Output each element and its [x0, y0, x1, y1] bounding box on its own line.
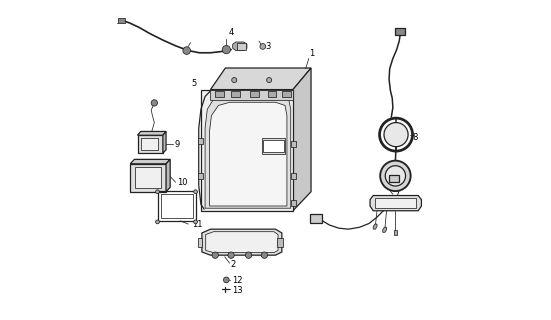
Text: 12: 12 [232, 276, 242, 285]
Circle shape [183, 47, 191, 54]
Polygon shape [293, 68, 311, 211]
Text: 2: 2 [230, 260, 235, 268]
Circle shape [151, 100, 158, 106]
Circle shape [261, 252, 268, 258]
Text: 7: 7 [395, 190, 400, 199]
Text: 4: 4 [229, 28, 234, 37]
Bar [158, 191, 196, 221]
Polygon shape [201, 90, 293, 211]
Polygon shape [233, 42, 247, 51]
Circle shape [380, 161, 410, 191]
Polygon shape [138, 132, 166, 135]
Bar [161, 194, 193, 218]
Circle shape [232, 77, 237, 83]
Polygon shape [393, 230, 397, 235]
Text: 9: 9 [175, 140, 180, 148]
Circle shape [260, 44, 266, 49]
Polygon shape [138, 135, 163, 153]
Bar [263, 140, 284, 152]
Polygon shape [166, 159, 170, 192]
Circle shape [267, 77, 272, 83]
Circle shape [193, 220, 197, 224]
Circle shape [384, 123, 408, 147]
Bar [237, 43, 246, 50]
Bar [118, 18, 125, 23]
Bar [136, 167, 161, 188]
Polygon shape [383, 227, 387, 232]
Circle shape [222, 45, 230, 54]
Circle shape [245, 252, 252, 258]
Bar [277, 238, 283, 247]
Polygon shape [163, 132, 166, 153]
Polygon shape [130, 164, 166, 192]
Bar [210, 90, 293, 100]
Polygon shape [291, 200, 296, 206]
Bar [250, 91, 259, 97]
Circle shape [212, 252, 218, 258]
Polygon shape [209, 102, 287, 206]
Circle shape [193, 190, 197, 194]
Circle shape [228, 252, 234, 258]
Polygon shape [373, 224, 377, 229]
Polygon shape [210, 68, 311, 90]
Text: 10: 10 [177, 178, 188, 187]
Text: 1: 1 [310, 49, 315, 58]
Bar [141, 138, 158, 150]
Polygon shape [198, 173, 203, 179]
Bar [375, 198, 416, 208]
Polygon shape [291, 141, 296, 147]
Polygon shape [198, 238, 202, 247]
Circle shape [155, 190, 159, 194]
Polygon shape [198, 138, 203, 144]
Text: 11: 11 [192, 220, 203, 228]
Polygon shape [370, 196, 422, 211]
Polygon shape [291, 173, 296, 179]
Polygon shape [130, 159, 170, 164]
Polygon shape [202, 229, 282, 255]
Bar [282, 91, 291, 97]
Bar [215, 91, 224, 97]
Circle shape [155, 220, 159, 224]
Polygon shape [206, 232, 278, 252]
Text: 3: 3 [266, 42, 271, 51]
Bar [231, 91, 240, 97]
Bar [310, 214, 322, 223]
Bar [389, 175, 399, 182]
Bar [396, 28, 405, 35]
Circle shape [385, 166, 406, 186]
Polygon shape [205, 93, 291, 208]
Bar [262, 139, 285, 154]
Text: 13: 13 [232, 285, 242, 295]
Text: 5: 5 [191, 79, 197, 88]
Text: 6: 6 [401, 178, 407, 187]
Bar [268, 91, 277, 97]
Text: 8: 8 [412, 133, 417, 142]
Circle shape [224, 277, 229, 283]
